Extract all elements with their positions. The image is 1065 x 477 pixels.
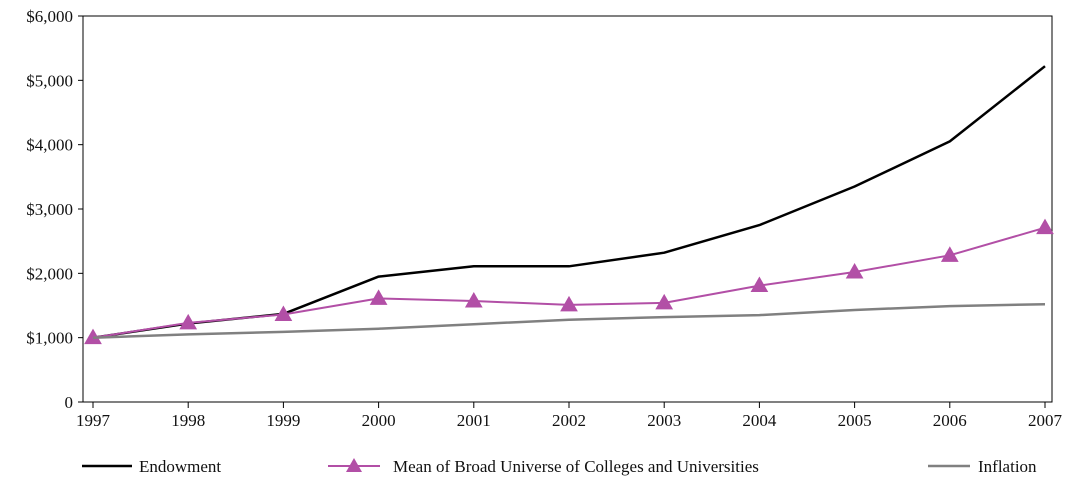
x-tick-label: 1999	[266, 411, 300, 430]
x-tick-label: 2005	[838, 411, 872, 430]
x-tick-label: 1998	[171, 411, 205, 430]
legend-item: Inflation	[928, 457, 1037, 476]
x-tick-label: 2003	[647, 411, 681, 430]
x-tick-label: 2006	[933, 411, 967, 430]
y-tick-label: $4,000	[26, 136, 73, 155]
data-point-triangle	[560, 295, 578, 312]
x-tick-label: 2004	[742, 411, 777, 430]
series-line	[92, 302, 1046, 339]
series-2	[84, 218, 1054, 345]
data-point-triangle	[845, 263, 864, 279]
series-3	[92, 302, 1046, 339]
data-point-triangle	[179, 313, 198, 330]
data-point-triangle	[655, 293, 674, 310]
x-tick-label: 2001	[457, 411, 491, 430]
y-tick-label: $1,000	[26, 329, 73, 348]
series-line	[92, 226, 1046, 339]
legend: Endowment Mean of Broad Universe of Colle…	[82, 457, 1037, 476]
legend-triangle-icon	[346, 458, 362, 472]
legend-label: Mean of Broad Universe of Colleges and U…	[393, 457, 759, 476]
legend-label: Inflation	[978, 457, 1037, 476]
data-point-triangle	[1036, 218, 1054, 235]
data-point-triangle	[750, 276, 769, 293]
data-point-triangle	[940, 246, 959, 262]
legend-item: Mean of Broad Universe of Colleges and U…	[328, 457, 759, 476]
axes-layer: 0 $1,000 $2,000 $3,000 $4,000 $5,000 $6,000 199…	[26, 7, 1062, 430]
data-point-triangle	[369, 289, 388, 305]
x-tick-label: 2000	[362, 411, 396, 430]
data-point-triangle	[274, 305, 293, 322]
y-tick-label: 0	[65, 393, 74, 412]
y-tick-label: $5,000	[26, 71, 73, 90]
x-tick-label: 1997	[76, 411, 111, 430]
legend-item: Endowment	[82, 457, 221, 476]
series-layer	[84, 65, 1054, 345]
x-tick-label: 2002	[552, 411, 586, 430]
legend-label: Endowment	[139, 457, 221, 476]
x-tick-label: 2007	[1028, 411, 1063, 430]
data-point-triangle	[464, 291, 483, 308]
y-tick-label: $6,000	[26, 7, 73, 26]
y-tick-label: $2,000	[26, 264, 73, 283]
plot-frame	[82, 15, 1053, 403]
y-tick-label: $3,000	[26, 200, 73, 219]
